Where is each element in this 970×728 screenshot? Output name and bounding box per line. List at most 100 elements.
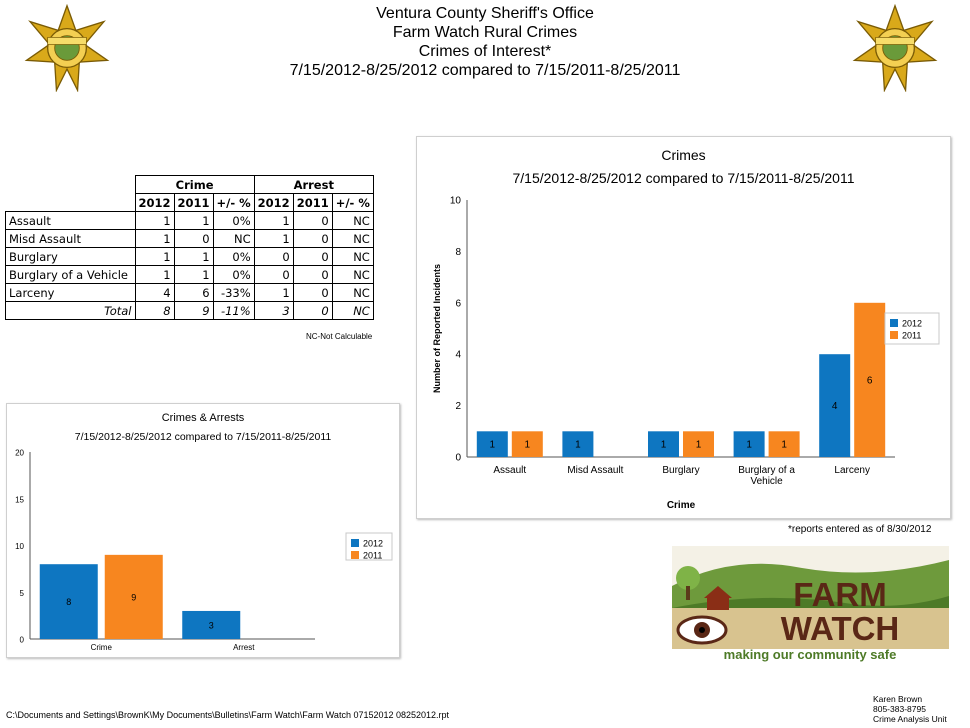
table-cell: 0 [292,301,333,320]
legend-label: 2011 [902,331,921,341]
bar-2012 [476,431,508,457]
bar-2012 [182,610,241,639]
data-label: 1 [746,440,752,451]
data-label: 9 [131,592,136,602]
bar-2011 [854,302,886,457]
nc-note: NC-Not Calculable [306,332,373,341]
table-row: Assault 1 1 0% 1 0 NC [5,211,374,230]
table-cell: 1 [173,211,214,230]
table-cell: 1 [173,265,214,284]
col-header: 2012 [253,193,294,212]
watch-word: WATCH [781,610,900,647]
y-tick-label: 0 [455,453,461,464]
table-cell: 0 [253,265,294,284]
crimes-chart-panel: Crimes 7/15/2012-8/25/2012 compared to 7… [416,136,951,519]
row-label: Burglary [5,247,136,266]
data-label: 8 [66,597,71,607]
table-cell: 1 [134,247,175,266]
farm-watch-logo: FARM WATCH making our community safe [672,546,949,662]
farm-watch-slogan: making our community safe [724,647,897,662]
legend-swatch-2011 [890,331,898,339]
col-header: 2012 [134,193,175,212]
table-cell: 0% [212,211,255,230]
table-cell: 0% [212,247,255,266]
table-cell: 0 [173,229,214,248]
row-label: Burglary of a Vehicle [5,265,136,284]
farm-word: FARM [793,576,887,613]
bar-2011 [104,554,163,639]
table-cell: 4 [134,283,175,302]
legend-swatch-2012 [351,539,359,547]
col-header: +/- % [331,193,374,212]
author-phone: 805-383-8795 [873,704,926,714]
table-cell: 0 [292,265,333,284]
data-label: 1 [696,440,702,451]
table-row: Larceny 4 6 -33% 1 0 NC [5,283,374,302]
bar-2012 [39,564,98,639]
data-label: 1 [575,440,581,451]
group-header-crime: Crime [134,175,255,194]
crimes-arrests-bar-chart: 0 5 10 15 20 8 9 Crime 3 Arrest 2012 2011 [15,449,393,652]
x-tick-label: Assault [493,465,526,476]
legend-label: 2011 [363,551,382,561]
table-cell: NC [331,211,374,230]
file-path: C:\Documents and Settings\BrownK\My Docu… [6,710,450,720]
x-tick-label: Burglary of a [738,465,795,476]
title-agency: Ventura County Sheriff's Office [376,5,594,22]
data-label: 1 [781,440,787,451]
data-label: 6 [867,375,873,386]
bar-2012 [648,431,679,457]
table-cell: 9 [173,301,214,320]
table-cell: 6 [173,283,214,302]
data-label: 3 [209,620,214,630]
x-axis-label: Crime [667,500,696,511]
table-row: Burglary 1 1 0% 0 0 NC [5,247,374,266]
table-cell: 1 [253,283,294,302]
y-tick-label: 4 [455,350,461,361]
y-tick-label: 6 [455,298,461,309]
x-tick-label: Crime [91,643,113,652]
col-header: 2011 [292,193,333,212]
x-tick-label: Larceny [834,465,870,476]
x-tick-label: Burglary [662,465,699,476]
row-label: Assault [5,211,136,230]
author-unit: Crime Analysis Unit [873,714,947,724]
title-program: Farm Watch Rural Crimes [392,24,578,41]
group-header-arrest: Arrest [253,175,374,194]
data-label: 1 [661,440,667,451]
bar-2011 [768,431,800,457]
bar-2012 [733,431,765,457]
y-tick-label: 5 [20,589,25,598]
legend-swatch-2012 [890,319,898,327]
table-cell: -33% [212,283,255,302]
table-cell: 0 [292,247,333,266]
y-tick-label: 15 [15,495,24,504]
table-cell: 0% [212,265,255,284]
title-subject: Crimes of Interest* [418,43,552,60]
table-body: Assault 1 1 0% 1 0 NC Misd Assault 1 0 NC 1 0 NC Burgl… [5,211,374,302]
reports-note: *reports entered as of 8/30/2012 [788,524,932,535]
chart-title: Crimes [661,147,706,163]
legend-label: 2012 [902,319,922,329]
sheriff-badge-icon [852,4,938,92]
table-cell: 1 [253,229,294,248]
table-total-row: Total 8 9 -11% 3 0 NC [5,301,374,320]
col-header: 2011 [173,193,214,212]
table-cell: 0 [292,211,333,230]
report-title: Ventura County Sheriff's Office Farm Wat… [180,4,790,80]
table-cell: 8 [134,301,175,320]
bar-2011 [683,431,714,457]
data-label: 1 [525,440,531,451]
chart-title: Crimes & Arrests [161,412,245,424]
x-tick-label: Vehicle [750,476,783,487]
table-row: Misd Assault 1 0 NC 1 0 NC [5,229,374,248]
y-tick-label: 20 [15,449,24,458]
row-label: Larceny [5,283,136,302]
col-header: +/- % [212,193,255,212]
crime-arrest-table: Crime Arrest 2012 2011 +/- % 2012 2011 +… [5,175,374,320]
author-name: Karen Brown [873,694,923,704]
row-label: Misd Assault [5,229,136,248]
table-cell: -11% [212,301,255,320]
x-tick-label: Arrest [233,643,255,652]
author-block: Karen Brown 805-383-8795 Crime Analysis … [873,694,947,724]
